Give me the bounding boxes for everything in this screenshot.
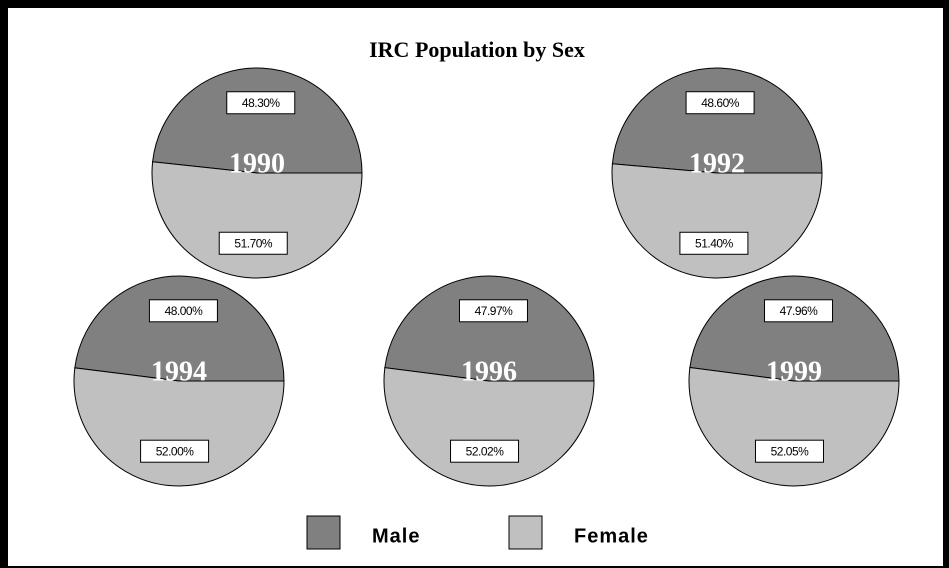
pie-title: 1994 [151,356,207,387]
legend-label: Female [574,525,649,547]
value-label: 47.97% [475,304,514,318]
pie-slice [611,163,823,279]
pie-title: 1992 [689,148,745,179]
pie-slice [74,275,285,382]
value-label: 48.30% [242,96,281,110]
pie-title: 1999 [766,356,822,387]
legend-label: Male [372,525,420,547]
pie-slice [73,367,285,487]
value-label-box [218,231,288,255]
value-label-box [685,91,755,115]
legend-swatch [508,515,543,550]
pie-slice [689,275,900,382]
value-label: 51.70% [234,236,273,250]
pie-slice [383,367,595,487]
pie-slice [688,366,900,487]
value-label-box [764,299,834,323]
value-label-box [754,439,824,463]
pie-slice [384,275,595,382]
value-label: 51.40% [695,236,734,250]
value-label-box [148,299,218,323]
pie-title: 1990 [229,148,285,179]
value-label: 52.02% [466,444,505,458]
value-label-box [140,439,210,463]
legend-swatch [306,515,341,550]
value-label-box [450,439,520,463]
value-label: 48.00% [165,304,204,318]
value-label-box [226,91,296,115]
value-label: 47.96% [780,304,819,318]
value-label: 48.60% [701,96,740,110]
pie-slice [611,67,823,174]
value-label-box [458,299,528,323]
pie-title: 1996 [461,356,517,387]
value-label: 52.00% [156,444,195,458]
value-label: 52.05% [771,444,810,458]
pie-slice [151,161,363,279]
value-label-box [679,231,749,255]
chart-title: IRC Population by Sex [369,37,585,62]
pie-slice [152,67,363,174]
